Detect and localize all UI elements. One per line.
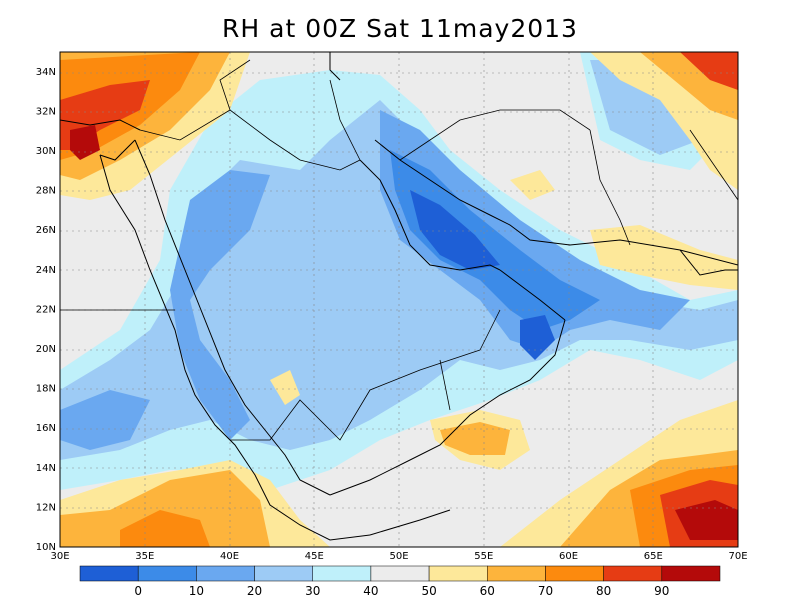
coastlines: [60, 52, 738, 541]
lat-tick-label: 14N: [36, 463, 56, 474]
lat-tick-label: 26N: [36, 225, 56, 236]
lon-tick-label: 70E: [728, 551, 747, 562]
colorbar-label: 20: [247, 584, 262, 598]
band-20-30: [380, 110, 690, 350]
latitude-labels: 10N 12N 14N 16N 18N 20N 22N 24N 26N 28N 30N 32N 34N: [36, 67, 56, 553]
band-0-10: [520, 315, 555, 360]
colorbar-label: 80: [596, 584, 611, 598]
band-80-90: [120, 510, 210, 547]
lon-tick-label: 30E: [50, 551, 69, 562]
colorbar-swatch: [487, 565, 546, 582]
lat-tick-label: 12N: [36, 502, 56, 513]
colorbar-swatch: [661, 565, 721, 582]
band-70-80: [440, 422, 510, 455]
colorbar-label: 0: [134, 584, 142, 598]
band-60-70: [510, 170, 555, 200]
band-60-70: [270, 370, 300, 405]
lat-tick-label: 34N: [36, 67, 56, 78]
colorbar-swatch: [137, 565, 197, 582]
band-70-80: [60, 470, 270, 547]
lon-tick-label: 65E: [644, 551, 663, 562]
colorbar-swatch: [79, 565, 139, 582]
lat-tick-label: 18N: [36, 384, 56, 395]
band-90-100: [680, 52, 738, 90]
colorbar-label: 30: [305, 584, 320, 598]
colorbar-label: 90: [654, 584, 669, 598]
band-20-30: [60, 390, 150, 450]
political-borders: [60, 59, 738, 441]
band-10-20: [390, 150, 600, 330]
lat-tick-label: 28N: [36, 186, 56, 197]
colorbar-swatch: [428, 565, 488, 582]
lat-tick-label: 16N: [36, 423, 56, 434]
lat-tick-label: 10N: [36, 542, 56, 553]
band-20-30: [170, 170, 270, 440]
colorbar-swatch: [254, 565, 313, 582]
band-100: [70, 125, 100, 160]
colorbar-swatch: [370, 565, 430, 582]
colorbar-swatch: [312, 565, 372, 582]
colorbar-swatch: [603, 565, 663, 582]
grid-lines: [60, 52, 738, 547]
longitude-labels: 30E 35E 40E 45E 50E 55E 60E 65E 70E: [50, 551, 747, 562]
band-100: [675, 500, 738, 540]
map-title: RH at 00Z Sat 11may2013: [222, 14, 578, 43]
band-0-10: [410, 190, 500, 270]
lon-tick-label: 50E: [389, 551, 408, 562]
lon-tick-label: 40E: [220, 551, 239, 562]
lon-tick-label: 60E: [559, 551, 578, 562]
lon-tick-label: 35E: [135, 551, 154, 562]
band-30-40: [590, 60, 700, 155]
lat-tick-label: 24N: [36, 265, 56, 276]
colorbar-label: 50: [421, 584, 436, 598]
colorbar: 0 10 20 30 40 50 60 70 80 90: [79, 565, 721, 598]
plot-frame: [59, 51, 739, 548]
lat-tick-label: 22N: [36, 304, 56, 315]
colorbar-swatch: [196, 565, 255, 582]
lon-tick-label: 45E: [305, 551, 324, 562]
lon-tick-label: 55E: [474, 551, 493, 562]
lat-tick-label: 32N: [36, 106, 56, 117]
colorbar-label: 10: [189, 584, 204, 598]
lat-tick-label: 20N: [36, 344, 56, 355]
colorbar-swatch: [545, 565, 604, 582]
colorbar-label: 60: [480, 584, 495, 598]
lat-tick-label: 30N: [36, 146, 56, 157]
colorbar-label: 70: [538, 584, 553, 598]
colorbar-label: 40: [363, 584, 378, 598]
